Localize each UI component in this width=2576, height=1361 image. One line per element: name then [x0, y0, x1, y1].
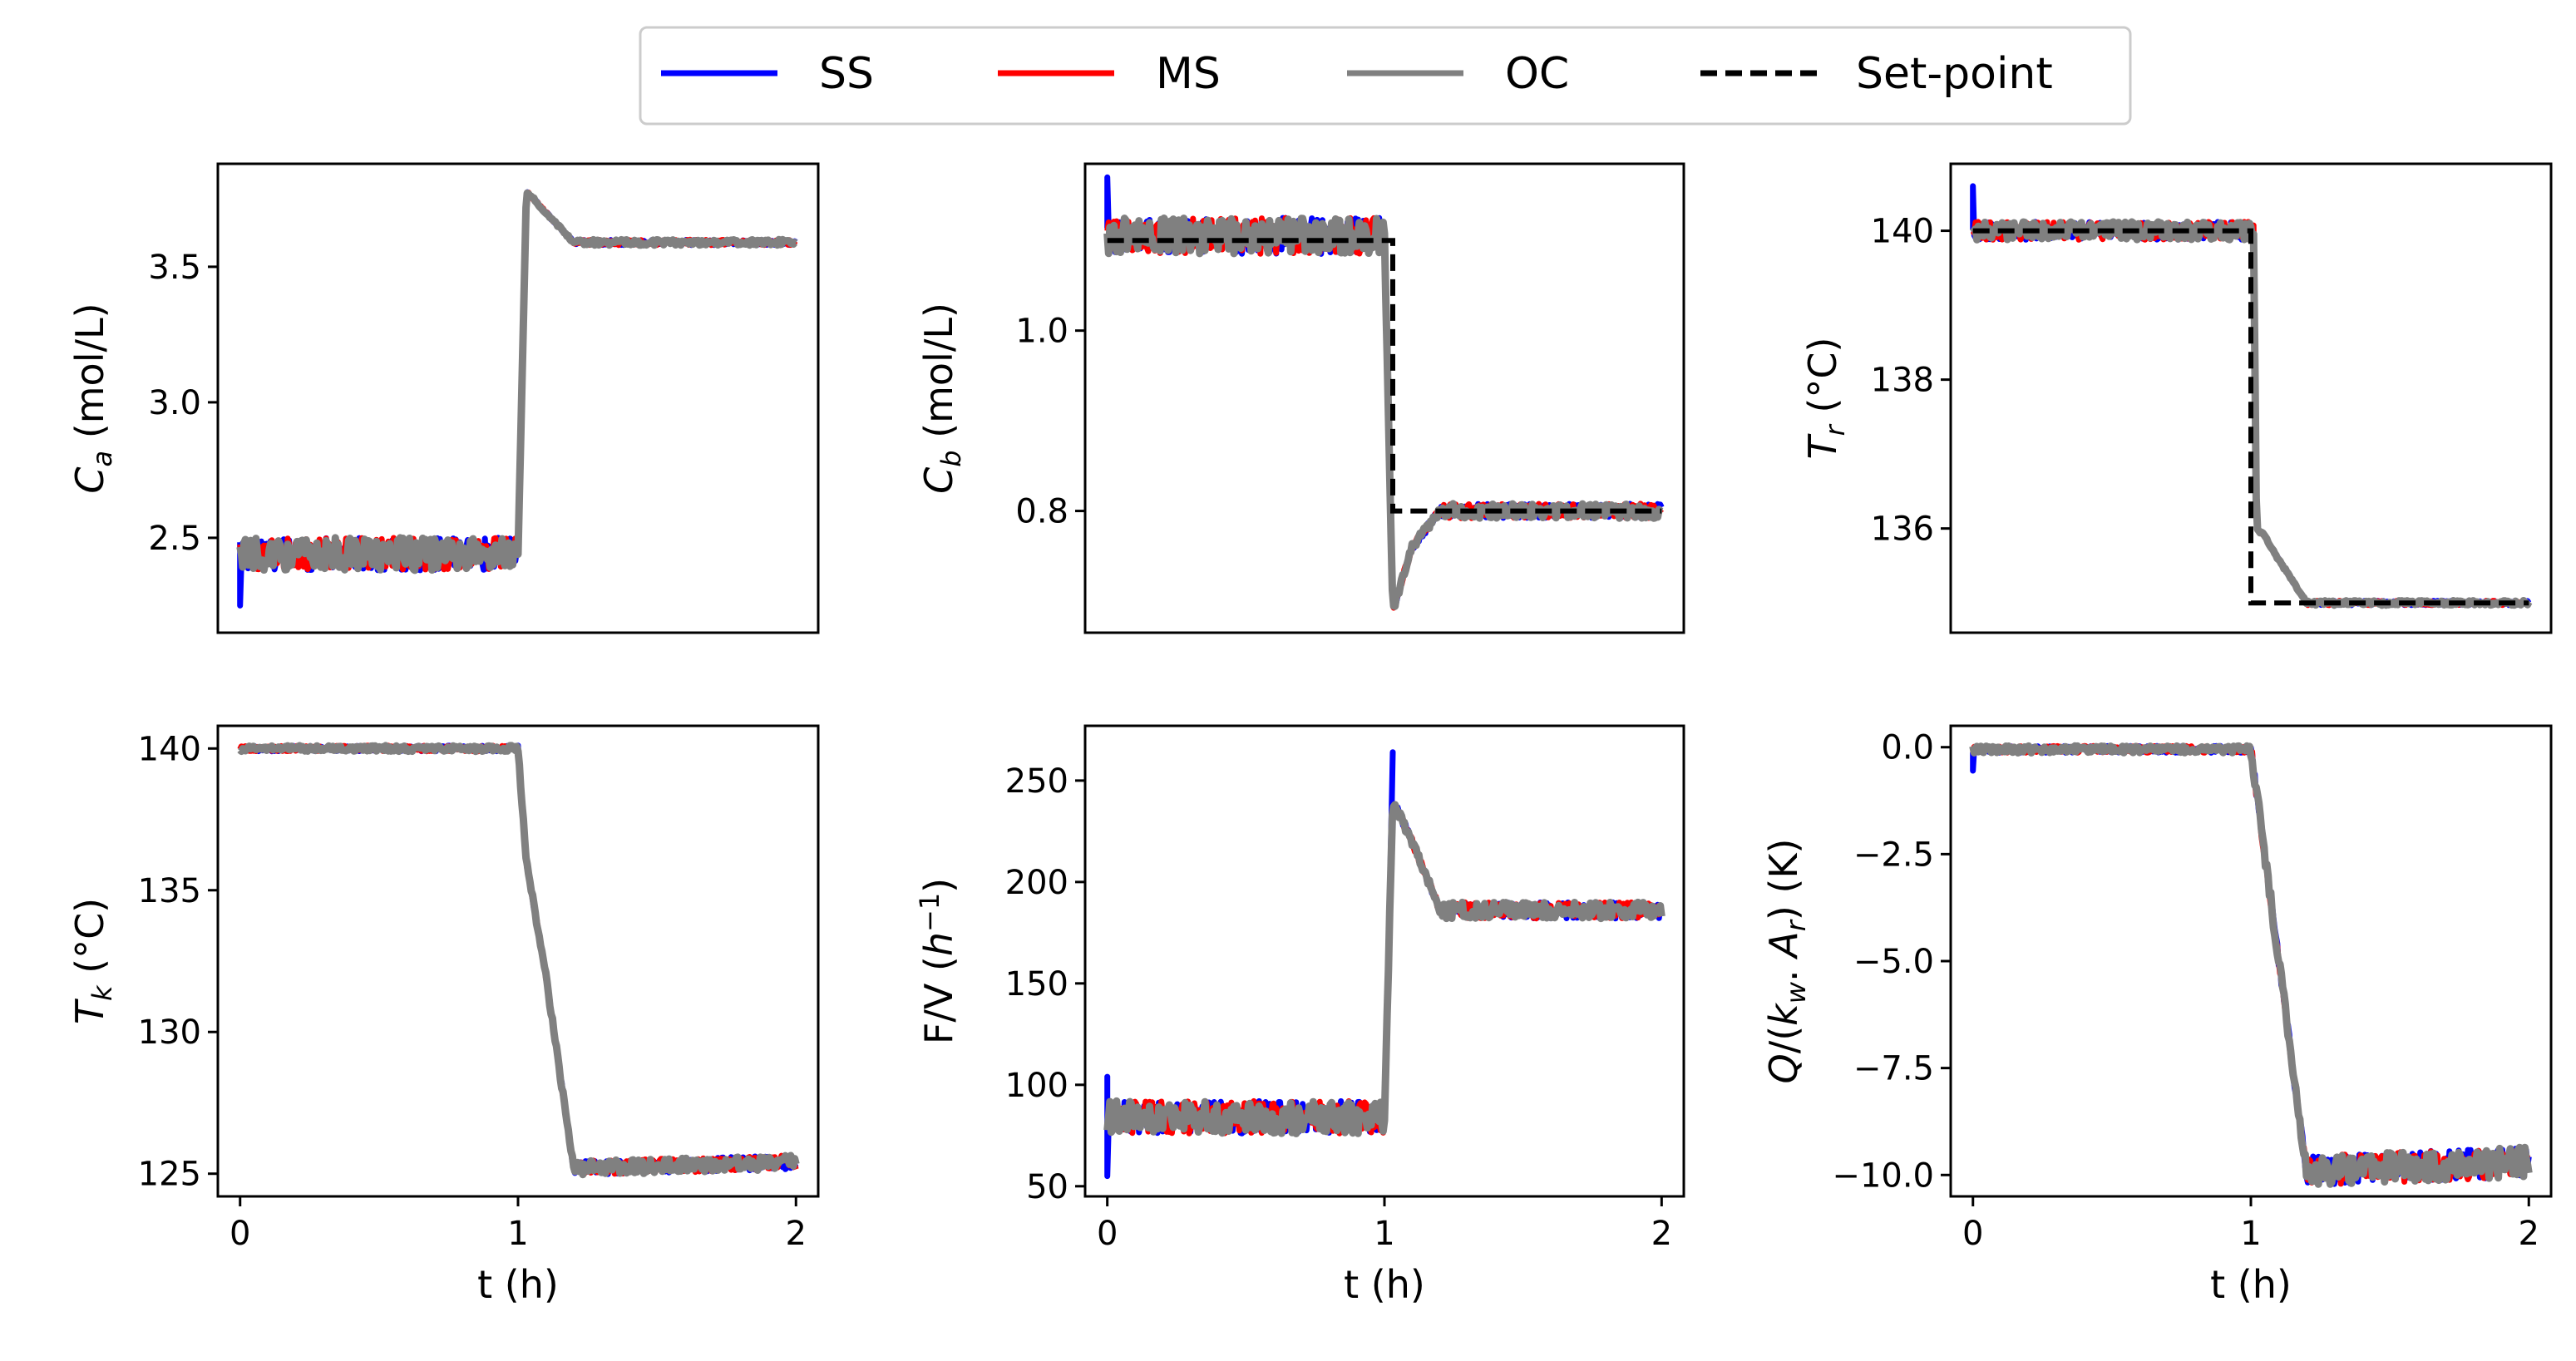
tk-xtick-label: 2: [786, 1215, 807, 1253]
tk-xlabel: t (h): [477, 1262, 559, 1307]
panel-q: −10.0 −7.5 −5.0 −2.5 0.0 0 1 2 t (h) Q/(kw. Ar) (…: [1761, 724, 2553, 1307]
cb-ytick-label: 1.0: [1015, 313, 1068, 351]
fv-xtick-label: 1: [1374, 1215, 1394, 1253]
q-xtick-label: 0: [1962, 1215, 1983, 1253]
legend: SS MS OC Set-point: [639, 26, 2132, 126]
tk-ytick-label: 135: [138, 872, 201, 910]
ca-plot-area: [236, 189, 799, 609]
tr-plot-area: [1970, 183, 2533, 609]
q-series-oc: [1969, 742, 2533, 1188]
tr-ytick-label: 136: [1871, 510, 1934, 549]
q-ytick-label: 0.0: [1881, 729, 1934, 767]
fv-ylabel: F/V (h−1): [914, 878, 961, 1044]
ca-ytick-label: 2.5: [148, 520, 201, 558]
ca-ylabel: Ca (mol/L): [67, 303, 118, 493]
cb-ylabel: Cb (mol/L): [916, 303, 967, 494]
q-xtick-label: 1: [2240, 1215, 2261, 1253]
fv-ytick-label: 50: [1026, 1168, 1068, 1206]
tk-xtick-label: 0: [229, 1215, 250, 1253]
ca-ytick-label: 3.0: [148, 384, 201, 422]
q-axes-frame: [1949, 724, 2553, 1198]
panel-ca: 2.5 3.0 3.5 Ca (mol/L): [67, 162, 820, 634]
q-ylabel: Q/(kw. Ar) (K): [1761, 839, 1812, 1084]
tk-series-ms: [237, 742, 799, 1177]
fv-ytick-label: 100: [1005, 1067, 1068, 1105]
tk-series-ss: [237, 742, 799, 1177]
panel-fv: 50 100 150 200 250 0 1 2 t (h) F/V (h−1): [914, 724, 1685, 1307]
tk-plot-area: [237, 742, 800, 1179]
legend-label-ms: MS: [1156, 49, 1221, 99]
cb-axes-frame: [1083, 162, 1685, 634]
tk-xtick-label: 1: [507, 1215, 528, 1253]
q-xlabel: t (h): [2210, 1262, 2292, 1307]
ca-axes-frame: [216, 162, 820, 634]
q-ytick-label: −7.5: [1853, 1050, 1934, 1088]
panel-cb: 0.8 1.0 Cb (mol/L): [916, 162, 1685, 634]
fv-ytick-label: 150: [1005, 965, 1068, 1003]
tr-ylabel: Tr (°C): [1800, 338, 1851, 460]
q-ytick-label: −2.5: [1853, 836, 1934, 874]
q-ytick-label: −10.0: [1832, 1156, 1934, 1195]
q-series-ss: [1970, 742, 2532, 1187]
tk-series-oc: [237, 742, 800, 1179]
cb-series-oc: [1103, 215, 1665, 610]
legend-label-ss: SS: [819, 49, 874, 99]
ca-series-oc: [236, 189, 799, 574]
q-xtick-label: 2: [2519, 1215, 2539, 1253]
cb-plot-area: [1103, 174, 1665, 611]
q-plot-area: [1969, 742, 2533, 1188]
tk-ylabel: Tk (°C): [67, 898, 118, 1024]
legend-label-oc: OC: [1505, 49, 1569, 99]
fv-xtick-label: 0: [1097, 1215, 1118, 1253]
q-ytick-label: −5.0: [1853, 943, 1934, 981]
tk-ytick-label: 125: [138, 1156, 201, 1194]
q-series-ms: [1970, 742, 2531, 1187]
fv-plot-area: [1103, 749, 1666, 1180]
fv-ytick-label: 250: [1005, 762, 1068, 801]
legend-label-setpoint: Set-point: [1856, 49, 2053, 99]
tk-ytick-label: 140: [138, 730, 201, 768]
tr-setpoint-line: [1972, 228, 2529, 606]
tr-ytick-label: 140: [1871, 213, 1934, 251]
tr-axes-frame: [1949, 162, 2553, 634]
fv-xlabel: t (h): [1344, 1262, 1425, 1307]
fv-xtick-label: 2: [1651, 1215, 1672, 1253]
tr-ytick-label: 138: [1871, 362, 1934, 400]
panel-tr: 136 138 140 Tr (°C): [1800, 162, 2553, 634]
ca-ytick-label: 3.5: [148, 249, 201, 287]
tk-ytick-label: 130: [138, 1013, 201, 1052]
fv-ytick-label: 200: [1005, 864, 1068, 902]
panel-tk: 125 130 135 140 0 1 2 t (h) Tk (°C): [67, 724, 820, 1307]
cb-ytick-label: 0.8: [1015, 493, 1068, 531]
fv-series-oc: [1103, 801, 1666, 1137]
